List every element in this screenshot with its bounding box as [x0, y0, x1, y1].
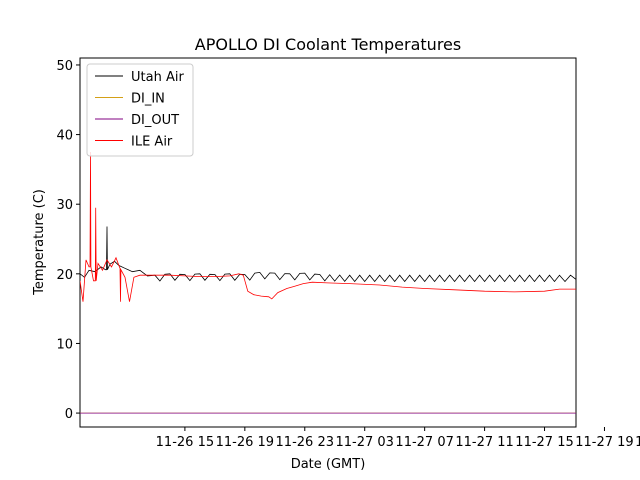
y-tick-label: 20 — [56, 268, 73, 283]
legend-label-di-in: DI_IN — [131, 92, 165, 107]
plot-area — [79, 57, 577, 428]
axes-frame — [79, 57, 577, 428]
y-tick-label: 10 — [56, 337, 73, 352]
chart-title: APOLLO DI Coolant Temperatures — [195, 35, 461, 54]
legend-label-ile-air: ILE Air — [131, 135, 173, 150]
series-line-ile-air — [80, 151, 576, 302]
y-axis-label: Temperature (C) — [32, 189, 47, 296]
x-tick-label: 11-27 03 — [335, 435, 393, 450]
x-axis-label: Date (GMT) — [291, 457, 366, 472]
series-layer — [80, 151, 576, 414]
x-tick-label: 11-26 15 — [156, 435, 214, 450]
y-tick-label: 50 — [56, 59, 73, 74]
y-tick-label: 0 — [65, 407, 73, 422]
x-tick-label: 11-27 07 — [395, 435, 453, 450]
x-tick-label: 11-27 11 — [455, 435, 513, 450]
x-tick-label: 11-26 19 — [216, 435, 274, 450]
legend: Utah Air DI_IN DI_OUT ILE Air — [86, 63, 194, 157]
legend-box — [86, 63, 194, 157]
y-tick-label: 30 — [56, 198, 73, 213]
series-line-utah-air — [80, 226, 576, 283]
x-tick-label: 11-27 19 — [575, 435, 633, 450]
x-tick-label: 11-27 15 — [515, 435, 573, 450]
legend-label-utah-air: Utah Air — [131, 70, 184, 85]
legend-label-di-out: DI_OUT — [131, 113, 179, 128]
x-tick-label: 11-27 23 — [635, 435, 640, 450]
y-tick-label: 40 — [56, 129, 73, 144]
x-tick-label: 11-26 23 — [276, 435, 334, 450]
